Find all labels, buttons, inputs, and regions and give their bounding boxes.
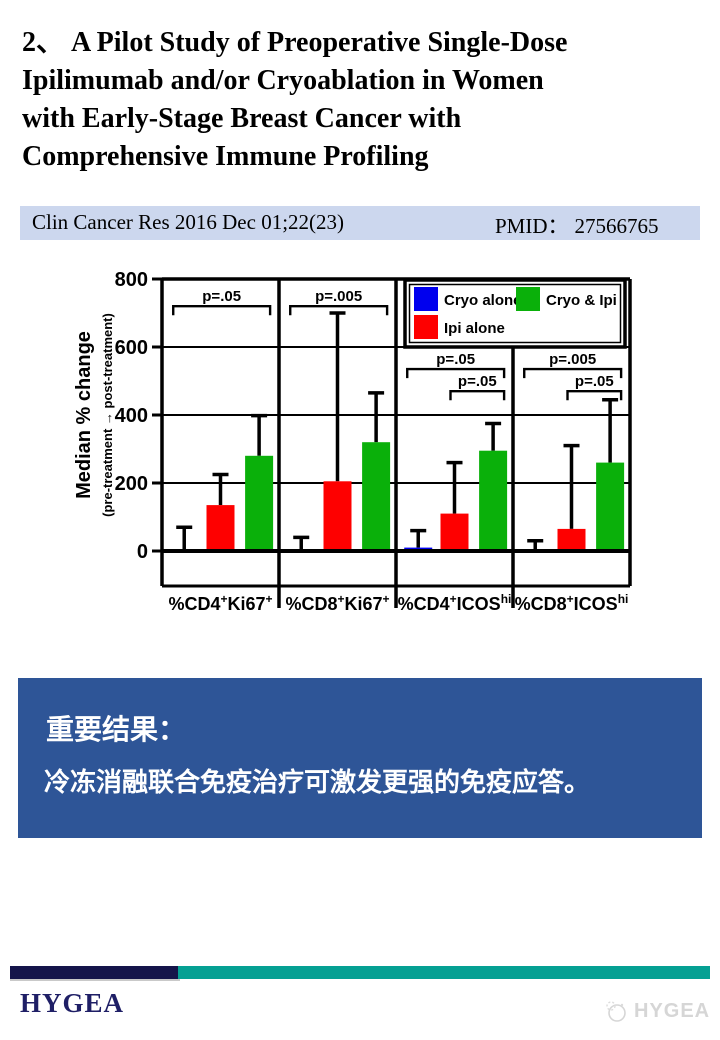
key-result-box: 重要结果： 冷冻消融联合免疫治疗可激发更强的免疫应答。 [18, 678, 702, 838]
svg-text:p=.005: p=.005 [549, 351, 596, 368]
pmid-number: 27566765 [574, 214, 659, 238]
svg-text:Cryo & Ipi: Cryo & Ipi [546, 292, 617, 309]
key-result-text: 冷冻消融联合免疫治疗可激发更强的免疫应答。 [44, 767, 591, 797]
svg-text:p=.05: p=.05 [202, 288, 241, 305]
hygea-logo: HYGEA [20, 988, 125, 1018]
svg-text:200: 200 [115, 473, 148, 495]
svg-text:p=.05: p=.05 [436, 351, 475, 368]
journal-citation: Clin Cancer Res 2016 Dec 01;22(23) [32, 210, 345, 234]
svg-text:p=.05: p=.05 [458, 373, 497, 390]
svg-text:800: 800 [115, 269, 148, 291]
pmid-label: PMID： [495, 214, 569, 238]
svg-text:%CD4+ICOShi: %CD4+ICOShi [398, 592, 512, 614]
footer-teal-bar [178, 966, 710, 979]
page-title: 2、 A Pilot Study of Preoperative Single-… [22, 27, 568, 172]
svg-text:%CD8+ICOShi: %CD8+ICOShi [515, 592, 629, 614]
footer-navy-bar [10, 966, 178, 979]
svg-text:p=.005: p=.005 [315, 288, 362, 305]
svg-text:Cryo alone: Cryo alone [444, 292, 522, 309]
bar-chart: 0 200 400 600 800 Median % change (pre-treatme… [40, 256, 690, 634]
svg-text:Ipi alone: Ipi alone [444, 320, 505, 337]
svg-text:0: 0 [137, 541, 148, 563]
svg-text:%CD4+Ki67+: %CD4+Ki67+ [168, 592, 272, 614]
watermark-text: HYGEA [634, 999, 711, 1022]
svg-text:600: 600 [115, 337, 148, 359]
bar-chart-svg: 0 200 400 600 800 Median % change (pre-treatme… [73, 269, 632, 614]
footer-underline [10, 979, 180, 981]
svg-text:(pre-treatment → post-treatmen: (pre-treatment → post-treatment) [100, 313, 115, 517]
pmid: PMID： 27566765 [495, 210, 659, 240]
citation-bar: Clin Cancer Res 2016 Dec 01;22(23) PMID：… [20, 206, 700, 240]
watermark: HYGEA [603, 998, 710, 1024]
key-result-heading: 重要结果： [46, 714, 187, 745]
svg-text:p=.05: p=.05 [575, 373, 614, 390]
hygea-emblem-icon [606, 1001, 626, 1022]
svg-text:Median % change: Median % change [73, 331, 95, 499]
svg-text:%CD8+Ki67+: %CD8+Ki67+ [285, 592, 389, 614]
chart-legend: Cryo alone Cryo & Ipi Ipi alone [403, 278, 627, 349]
svg-text:400: 400 [115, 405, 148, 427]
